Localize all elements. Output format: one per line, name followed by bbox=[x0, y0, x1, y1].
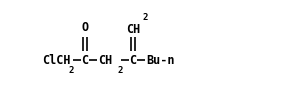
Text: 2: 2 bbox=[143, 13, 148, 22]
Text: 2: 2 bbox=[117, 66, 123, 75]
Text: CH: CH bbox=[127, 23, 141, 36]
Text: Bu-n: Bu-n bbox=[146, 54, 175, 67]
Text: O: O bbox=[81, 21, 88, 34]
Text: 2: 2 bbox=[69, 66, 74, 75]
Text: C: C bbox=[129, 54, 137, 67]
Text: CH: CH bbox=[99, 54, 113, 67]
Text: C: C bbox=[81, 54, 88, 67]
Text: ClCH: ClCH bbox=[42, 54, 71, 67]
